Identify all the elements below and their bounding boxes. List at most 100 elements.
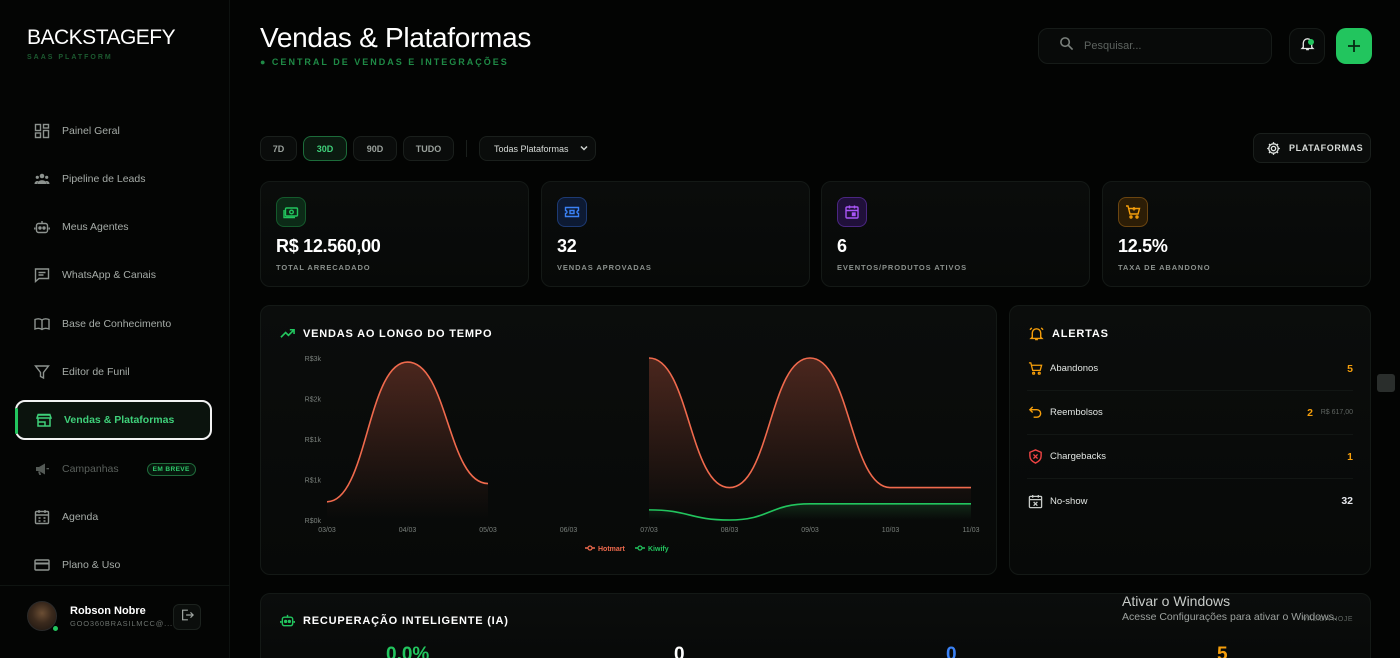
chevron-down-icon xyxy=(579,143,589,155)
side-handle[interactable] xyxy=(1377,374,1395,392)
recovery-extra: VÁLIDA HOJE xyxy=(1302,616,1353,623)
x-tick-label: 05/03 xyxy=(479,527,497,534)
sidebar-item-label: Agenda xyxy=(62,511,99,523)
funnel-icon xyxy=(33,364,50,381)
legend-label: Hotmart xyxy=(598,546,626,553)
cart-icon xyxy=(1027,361,1043,377)
cart-icon xyxy=(1118,197,1148,227)
alert-label: No-show xyxy=(1050,495,1088,507)
sidebar-item-label: Campanhas xyxy=(62,463,119,475)
sidebar-item-plano-uso[interactable]: Plano & Uso xyxy=(15,545,212,585)
sidebar-item-label: Meus Agentes xyxy=(62,221,129,233)
watermark-line-1: Ativar o Windows xyxy=(1122,593,1231,609)
card-icon xyxy=(33,557,50,574)
sidebar-item-agenda[interactable]: Agenda xyxy=(15,497,212,537)
user-profile: Robson Nobre GOO360BRASILMCC@... xyxy=(0,585,230,658)
legend-marker xyxy=(587,545,593,551)
brand-logo[interactable]: BACKSTAGEFY xyxy=(27,26,176,49)
dashboard-icon xyxy=(33,123,50,140)
sidebar-item-vendas-plataformas[interactable]: Vendas & Plataformas xyxy=(15,400,212,440)
brand-tagline: SAAS PLATFORM xyxy=(27,54,113,61)
sidebar-item-label: Base de Conhecimento xyxy=(62,318,172,330)
alert-row-no-show[interactable]: No-show 32 xyxy=(1027,479,1353,523)
search-box[interactable] xyxy=(1038,28,1272,64)
search-input[interactable] xyxy=(1084,40,1254,52)
alert-value: 2 xyxy=(1307,406,1313,419)
kpi-card-taxa-abandono: 12.5% TAXA DE ABANDONO xyxy=(1102,181,1371,287)
recovery-title: RECUPERAÇÃO INTELIGENTE (IA) xyxy=(280,613,509,628)
sidebar-item-meus-agentes[interactable]: Meus Agentes xyxy=(15,207,212,247)
sidebar-item-campanhas[interactable]: Campanhas EM BREVE xyxy=(15,449,212,489)
kpi-card-vendas-aprovadas: 32 VENDAS APROVADAS xyxy=(541,181,810,287)
filter-divider xyxy=(466,140,467,157)
recovery-count-value: 0 xyxy=(674,644,685,658)
robot-icon xyxy=(33,219,50,236)
add-button[interactable] xyxy=(1336,28,1372,64)
robot-icon xyxy=(280,613,303,628)
notifications-button[interactable] xyxy=(1289,28,1325,64)
avatar[interactable] xyxy=(27,601,57,631)
search-icon xyxy=(1059,36,1074,56)
alert-row-reembolsos[interactable]: Reembolsos 2 R$ 617,00 xyxy=(1027,391,1353,435)
recovery-recovered-value: 0 xyxy=(946,644,957,658)
trending-up-icon xyxy=(280,326,303,341)
filter-all-button[interactable]: TUDO xyxy=(403,136,454,161)
users-icon xyxy=(33,171,50,188)
y-tick-label: R$0k xyxy=(305,518,322,525)
x-tick-label: 04/03 xyxy=(399,527,417,534)
y-tick-label: R$2k xyxy=(305,397,322,404)
kpi-card-eventos-ativos: 6 EVENTOS/PRODUTOS ATIVOS xyxy=(821,181,1090,287)
series-area-kiwify xyxy=(649,503,971,520)
store-icon xyxy=(35,412,52,429)
alert-value: 32 xyxy=(1341,495,1353,507)
legend-marker xyxy=(637,545,643,551)
shield-alert-icon xyxy=(1027,449,1043,465)
alert-row-abandonos[interactable]: Abandonos 5 xyxy=(1027,347,1353,391)
y-tick-label: R$1k xyxy=(305,478,322,485)
windows-activation-watermark: Ativar o Windows Acesse Configurações pa… xyxy=(1122,593,1337,623)
calendar-icon xyxy=(837,197,867,227)
alarm-icon xyxy=(1029,326,1052,341)
sidebar-item-base-de-conhecimento[interactable]: Base de Conhecimento xyxy=(15,304,212,344)
chat-icon xyxy=(33,267,50,284)
alert-value: 5 xyxy=(1347,362,1353,375)
sidebar-item-painel-geral[interactable]: Painel Geral xyxy=(15,111,212,151)
sidebar-item-pipeline-de-leads[interactable]: Pipeline de Leads xyxy=(15,159,212,199)
series-line-kiwify xyxy=(648,503,971,521)
notification-dot xyxy=(1308,39,1314,45)
sidebar-item-label: WhatsApp & Canais xyxy=(62,269,156,281)
platform-select[interactable]: Todas Plataformas xyxy=(479,136,596,161)
book-icon xyxy=(33,316,50,333)
kpi-label: TOTAL ARRECADADO xyxy=(276,263,371,272)
x-tick-label: 06/03 xyxy=(560,527,578,534)
alerts-panel: ALERTAS Abandonos 5 Reembolsos 2 R$ 617,… xyxy=(1009,305,1371,575)
sales-chart-title-text: VENDAS AO LONGO DO TEMPO xyxy=(303,327,493,340)
kpi-label: TAXA DE ABANDONO xyxy=(1118,263,1211,272)
x-tick-label: 07/03 xyxy=(640,527,658,534)
calendar-x-icon xyxy=(1027,493,1043,509)
megaphone-icon xyxy=(33,461,50,478)
platforms-settings-button[interactable]: PLATAFORMAS xyxy=(1253,133,1371,163)
logout-icon xyxy=(180,608,194,627)
logout-button[interactable] xyxy=(173,604,201,630)
page-title: Vendas & Plataformas xyxy=(260,22,532,53)
series-area-hotmart xyxy=(649,358,971,520)
kpi-label: EVENTOS/PRODUTOS ATIVOS xyxy=(837,263,968,272)
alerts-title: ALERTAS xyxy=(1029,326,1109,341)
alert-label: Chargebacks xyxy=(1050,451,1106,462)
undo-icon xyxy=(1027,405,1043,421)
sidebar-item-label: Vendas & Plataformas xyxy=(64,414,175,426)
sidebar-item-whatsapp-canais[interactable]: WhatsApp & Canais xyxy=(15,255,212,295)
filter-30d-button[interactable]: 30D xyxy=(303,136,347,161)
filter-90d-button[interactable]: 90D xyxy=(353,136,397,161)
sidebar-item-label: Painel Geral xyxy=(62,125,120,137)
gear-icon xyxy=(1266,141,1281,156)
platform-select-value: Todas Plataformas xyxy=(494,143,569,154)
filter-7d-button[interactable]: 7D xyxy=(260,136,297,161)
user-name: Robson Nobre xyxy=(70,605,146,617)
money-icon xyxy=(276,197,306,227)
alerts-title-text: ALERTAS xyxy=(1052,327,1109,340)
recovery-pending-value: 5 xyxy=(1217,644,1228,658)
sidebar-item-editor-de-funil[interactable]: Editor de Funil xyxy=(15,352,212,392)
alert-row-chargebacks[interactable]: Chargebacks 1 xyxy=(1027,435,1353,479)
